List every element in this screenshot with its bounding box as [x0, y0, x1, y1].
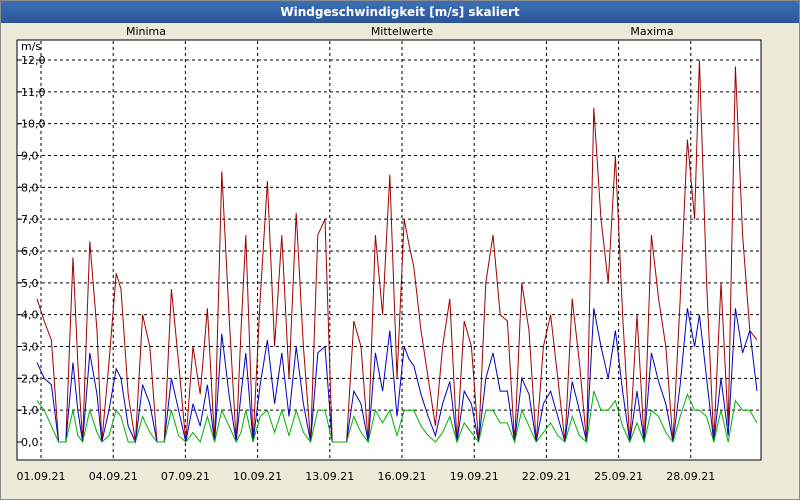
x-tick-label: 01.09.21 [17, 470, 66, 483]
x-tick-label: 10.09.21 [233, 470, 282, 483]
x-tick-label: 25.09.21 [594, 470, 643, 483]
series-lines [36, 59, 758, 444]
legend-maxima: Maxima [630, 25, 673, 38]
x-tick-label: 04.09.21 [89, 470, 138, 483]
x-tick-label: 22.09.21 [522, 470, 571, 483]
x-ticks: 01.09.21 04.09.21 07.09.21 10.09.21 13.09.21… [17, 470, 716, 483]
y-tick-label: 3,0 [21, 341, 39, 354]
x-tick-label: 07.09.21 [161, 470, 210, 483]
x-tick-label: 19.09.21 [450, 470, 499, 483]
y-tick-label: 7,0 [21, 213, 39, 226]
y-tick-label: 4,0 [21, 309, 39, 322]
y-axis-label: m/s [21, 40, 41, 53]
x-tick-label: 13.09.21 [305, 470, 354, 483]
y-tick-label: 1,0 [21, 404, 39, 417]
legend: Minima Mittelwerte Maxima [126, 25, 674, 38]
series-line-maxima [36, 59, 758, 443]
y-tick-label: 9,0 [21, 150, 39, 163]
window-title: Windgeschwindigkeit [m/s] skaliert [1, 1, 799, 23]
y-ticks: 0,0 1,0 2,0 3,0 4,0 5,0 6,0 7,0 8,0 9,0 10,0 11,0 12… [17, 54, 46, 449]
y-tick-label: 11,0 [21, 86, 46, 99]
x-tick-label: 16.09.21 [378, 470, 427, 483]
series-line-minima [36, 390, 758, 444]
y-tick-label: 5,0 [21, 277, 39, 290]
legend-mittelwerte: Mittelwerte [371, 25, 434, 38]
legend-minima: Minima [126, 25, 166, 38]
series-line-mittelwerte [36, 308, 758, 444]
y-tick-label: 10,0 [21, 118, 46, 131]
y-tick-label: 2,0 [21, 372, 39, 385]
y-tick-label: 12,0 [21, 54, 46, 67]
y-tick-label: 8,0 [21, 181, 39, 194]
y-tick-label: 0,0 [21, 436, 39, 449]
plot-area [16, 39, 762, 461]
x-tick-label: 28.09.21 [666, 470, 715, 483]
y-tick-label: 6,0 [21, 245, 39, 258]
